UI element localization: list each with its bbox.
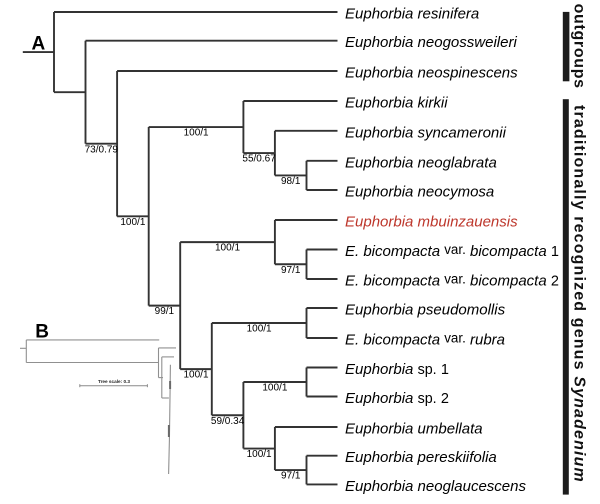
svg-text:100/1: 100/1 [183,370,208,381]
svg-text:Euphorbia sp. 2: Euphorbia sp. 2 [345,390,449,407]
svg-text:100/1: 100/1 [120,217,145,228]
svg-text:97/1: 97/1 [281,471,301,482]
svg-text:99/1: 99/1 [155,306,175,317]
svg-text:Euphorbia neoglaucescens: Euphorbia neoglaucescens [345,478,526,495]
svg-text:Euphorbia sp. 1: Euphorbia sp. 1 [345,361,449,378]
svg-text:Euphorbia mbuinzauensis: Euphorbia mbuinzauensis [345,214,518,231]
svg-text:98/1: 98/1 [281,176,301,187]
svg-text:100/1: 100/1 [184,128,209,139]
svg-text:Euphorbia neocymosa: Euphorbia neocymosa [345,184,494,201]
svg-text:Euphorbia neospinescens: Euphorbia neospinescens [345,65,518,82]
svg-text:97/1: 97/1 [281,265,301,276]
svg-text:A: A [32,34,46,55]
svg-text:55/0.67: 55/0.67 [242,154,276,165]
svg-text:100/1: 100/1 [262,383,287,394]
svg-text:Euphorbia resinifera: Euphorbia resinifera [345,6,479,23]
svg-text:Euphorbia neoglabrata: Euphorbia neoglabrata [345,154,497,171]
svg-text:E. bicompacta var. bicompacta: E. bicompacta var. bicompacta 2 [345,272,559,290]
svg-text:B: B [35,322,49,343]
svg-text:100/1: 100/1 [247,324,272,335]
svg-text:E. bicompacta var. bicompacta: E. bicompacta var. bicompacta 1 [345,242,559,260]
svg-text:Euphorbia neogossweileri: Euphorbia neogossweileri [345,34,517,51]
svg-text:100/1: 100/1 [215,243,240,254]
svg-text:E. bicompacta var. rubra: E. bicompacta var. rubra [345,331,505,349]
svg-text:100/1: 100/1 [247,449,272,460]
svg-text:outgroups: outgroups [571,4,588,89]
svg-text:Euphorbia kirkii: Euphorbia kirkii [345,95,448,112]
svg-text:73/0.79: 73/0.79 [85,144,119,155]
svg-text:traditionally recognized genus: traditionally recognized genus Synadeniu… [571,105,588,483]
svg-text:Euphorbia umbellata: Euphorbia umbellata [345,421,483,438]
svg-text:59/0.34: 59/0.34 [211,416,245,427]
svg-text:Euphorbia pseudomollis: Euphorbia pseudomollis [345,302,506,319]
svg-text:Euphorbia syncameronii: Euphorbia syncameronii [345,124,507,141]
svg-text:Tree scale: 0.3: Tree scale: 0.3 [98,379,130,384]
svg-text:Euphorbia pereskiifolia: Euphorbia pereskiifolia [345,449,497,466]
